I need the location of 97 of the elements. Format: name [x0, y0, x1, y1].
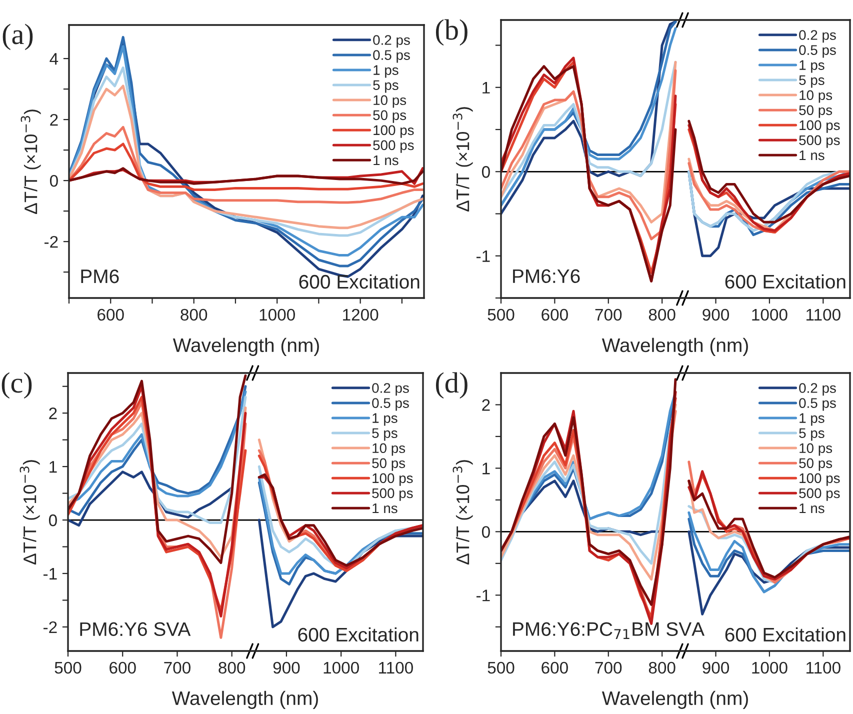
y-tick-label: 0	[48, 514, 57, 526]
x-tick-label: 700	[595, 308, 622, 321]
y-tick-label: 0	[482, 526, 490, 538]
x-axis-title: Wavelength (nm)	[172, 690, 318, 709]
x-tick-label: 500	[488, 308, 514, 321]
y-tick-label: 1	[482, 462, 490, 474]
legend-label: 10 ps	[372, 443, 406, 456]
y-tick-label: 2	[482, 399, 490, 411]
legend-label: 0.5 ps	[799, 45, 836, 58]
x-tick-label: 600	[110, 662, 136, 674]
x-tick-label: 1100	[806, 662, 840, 674]
legend-label: 0.2 ps	[799, 383, 836, 396]
annotation: 600 Excitation	[299, 274, 420, 289]
x-tick-label: 1000	[752, 662, 788, 674]
legend-label: 5 ps	[373, 80, 398, 93]
annotation: 600 Excitation	[725, 627, 846, 642]
legend-label: 1 ns	[800, 503, 824, 514]
legend-label: 1 ps	[800, 60, 824, 73]
x-tick-label: 600	[542, 662, 568, 674]
x-tick-label: 1000	[324, 662, 359, 674]
legend-label: 5 ps	[799, 428, 824, 441]
legend-label: 1 ps	[374, 65, 398, 78]
y-axis-title: ΔT/T (×10$^{−3}$)	[452, 460, 473, 565]
legend-label: 1 ns	[372, 503, 398, 514]
y-tick-label: 0	[50, 174, 58, 187]
annotation: 600 Excitation	[725, 274, 846, 289]
legend-label: 100 ps	[800, 120, 840, 133]
annotation: 600 Excitation	[298, 627, 418, 642]
legend-label: 5 ps	[372, 428, 398, 441]
legend-label: 1 ns	[800, 150, 824, 160]
y-axis-title: ΔT/T (×10$^{−3}$)	[20, 110, 41, 214]
legend-label: 10 ps	[374, 95, 406, 108]
legend-label: 10 ps	[800, 90, 832, 103]
legend-label: 500 ps	[373, 140, 414, 153]
legend-label: 50 ps	[373, 110, 406, 123]
x-tick-label: 800	[218, 662, 246, 674]
y-tick-label: -1	[476, 590, 490, 602]
y-tick-label: -2	[44, 236, 58, 248]
x-tick-label: 1000	[260, 308, 295, 321]
x-tick-label: 600	[542, 308, 568, 321]
legend-label: 50 ps	[372, 458, 406, 471]
y-axis-title: ΔT/T (×10$^{−3}$)	[20, 460, 40, 565]
legend-label: 0.5 ps	[799, 398, 836, 411]
legend-label: 10 ps	[800, 443, 832, 456]
y-tick-label: 1	[50, 461, 57, 473]
x-tick-label: 900	[273, 662, 300, 674]
x-tick-label: 900	[702, 308, 730, 321]
annotation: PM6:Y6 SVA	[80, 622, 191, 636]
annotation: PM6	[81, 269, 119, 284]
annotation: PM6:Y6:PC$_{71}$BM SVA	[513, 622, 705, 639]
x-tick-label: 800	[648, 662, 676, 674]
x-tick-label: 600	[98, 308, 124, 321]
legend-label: 0.5 ps	[372, 398, 409, 411]
x-tick-label: 700	[595, 662, 622, 674]
x-tick-label: 700	[164, 662, 190, 674]
y-tick-label: 0	[482, 166, 490, 178]
legend-label: 5 ps	[799, 75, 824, 88]
y-tick-label: -1	[44, 568, 57, 580]
legend-label: 100 ps	[800, 473, 840, 486]
legend-label: 1 ps	[372, 413, 398, 426]
y-tick-label: -2	[44, 621, 57, 633]
chart-title: (a)	[2, 24, 33, 50]
y-tick-label: -1	[476, 250, 490, 262]
x-tick-label: 1200	[343, 308, 378, 321]
legend-label: 100 ps	[372, 473, 413, 486]
legend-label: 0.2 ps	[799, 30, 836, 43]
legend-label: 100 ps	[374, 125, 414, 138]
legend-label: 500 ps	[799, 488, 840, 501]
x-tick-label: 1000	[752, 308, 788, 321]
legend-label: 50 ps	[799, 105, 832, 118]
x-axis-title: Wavelength (nm)	[602, 690, 748, 709]
annotation: PM6:Y6	[513, 269, 580, 284]
y-tick-label: 4	[50, 53, 58, 65]
legend-label: 1 ps	[800, 413, 824, 426]
x-tick-label: 900	[702, 662, 730, 674]
x-tick-label: 1100	[806, 308, 840, 321]
x-tick-label: 500	[54, 662, 82, 674]
y-tick-label: 2	[50, 114, 58, 126]
chart-title: (b)	[436, 19, 468, 46]
x-axis-title: Wavelength (nm)	[602, 338, 748, 356]
y-tick-label: 1	[482, 82, 490, 94]
legend-label: 0.5 ps	[373, 50, 410, 63]
x-tick-label: 800	[180, 308, 208, 321]
x-tick-label: 500	[488, 662, 514, 674]
legend-label: 0.2 ps	[372, 383, 409, 396]
chart-title: (c)	[2, 372, 32, 399]
x-axis-title: Wavelength (nm)	[172, 338, 319, 356]
x-tick-label: 1100	[379, 662, 413, 674]
y-tick-label: 2	[49, 407, 57, 420]
y-axis-title: ΔT/T (×10$^{−3}$)	[452, 107, 473, 212]
chart-title: (d)	[436, 372, 468, 399]
legend-label: 0.2 ps	[373, 35, 410, 48]
legend-label: 500 ps	[372, 488, 413, 501]
legend-label: 1 ns	[374, 155, 398, 166]
x-tick-label: 800	[648, 308, 676, 321]
legend-label: 500 ps	[799, 135, 840, 148]
legend-label: 50 ps	[799, 458, 832, 471]
